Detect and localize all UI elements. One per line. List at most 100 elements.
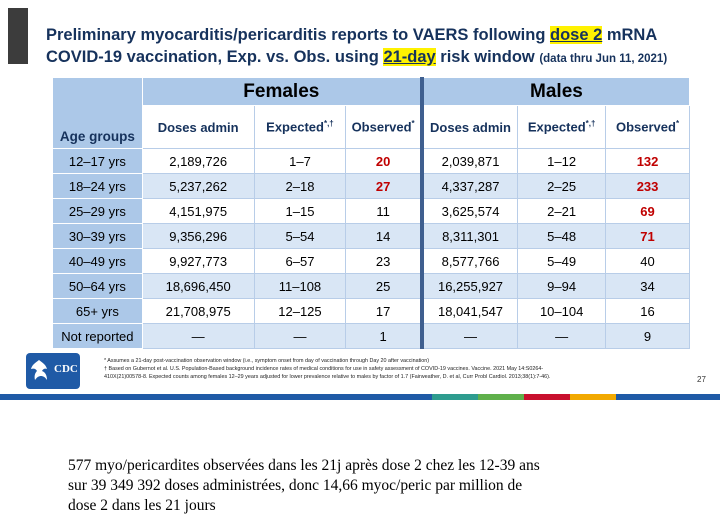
age-cell: 30–39 yrs	[52, 223, 143, 249]
male-doses-cell: 18,041,547	[419, 298, 519, 324]
male-doses-cell: 8,311,301	[419, 223, 519, 249]
male-expected-cell: 9–94	[517, 273, 607, 299]
male-expected-header: Expected*,†	[517, 105, 607, 149]
caption-line-2: sur 39 349 392 doses administrées, donc …	[68, 477, 523, 494]
male-observed-cell: 71	[605, 223, 690, 249]
female-expected-cell: 5–54	[253, 223, 347, 249]
female-expected-cell: 11–108	[253, 273, 347, 299]
male-doses-cell: 4,337,287	[419, 173, 519, 199]
age-cell: 12–17 yrs	[52, 148, 143, 174]
male-expected-cell: 5–49	[517, 248, 607, 274]
male-expected-cell: 2–21	[517, 198, 607, 224]
female-doses-cell: 9,927,773	[141, 248, 255, 274]
female-observed-cell: 14	[345, 223, 423, 249]
male-expected-cell: —	[517, 323, 607, 349]
female-expected-header: Expected*,†	[253, 105, 347, 149]
male-observed-cell: 69	[605, 198, 690, 224]
female-doses-cell: 9,356,296	[141, 223, 255, 249]
male-expected-cell: 5–48	[517, 223, 607, 249]
title-data-note: (data thru Jun 11, 2021)	[539, 53, 668, 65]
age-groups-header: Age groups	[52, 77, 143, 149]
footnote-1: * Assumes a 21-day post-vaccination obse…	[104, 358, 430, 364]
female-observed-cell: 25	[345, 273, 423, 299]
stripe-blue-end	[616, 394, 720, 400]
male-observed-header: Observed*	[605, 105, 690, 149]
age-cell: 25–29 yrs	[52, 198, 143, 224]
footnote-2a: † Based on Gubernot et al. U.S. Populati…	[104, 366, 544, 372]
footnote-2b: 410X(21)00578-8. Expected counts among f…	[104, 374, 551, 380]
eagle-icon	[31, 360, 47, 380]
female-expected-cell: 6–57	[253, 248, 347, 274]
age-cell: 40–49 yrs	[52, 248, 143, 274]
page-number: 27	[697, 375, 706, 384]
stripe-teal	[432, 394, 478, 400]
title-window-highlight: 21-day	[383, 48, 436, 66]
slide-side-bar	[8, 8, 28, 64]
female-expected-cell: —	[253, 323, 347, 349]
male-doses-header: Doses admin	[419, 105, 519, 149]
age-cell: 65+ yrs	[52, 298, 143, 324]
slide: Preliminary myocarditis/pericarditis rep…	[0, 8, 720, 400]
female-doses-cell: 21,708,975	[141, 298, 255, 324]
male-observed-cell: 40	[605, 248, 690, 274]
title-part1: Preliminary myocarditis/pericarditis rep…	[46, 26, 550, 44]
stripe-green	[478, 394, 524, 400]
stripe-blue	[0, 394, 432, 400]
male-observed-cell: 233	[605, 173, 690, 199]
age-cell: 50–64 yrs	[52, 273, 143, 299]
female-observed-cell: 20	[345, 148, 423, 174]
female-observed-cell: 27	[345, 173, 423, 199]
female-expected-cell: 12–125	[253, 298, 347, 324]
male-observed-cell: 132	[605, 148, 690, 174]
caption-line-3: dose 2 dans les 21 jours	[68, 497, 216, 514]
stripe-red	[524, 394, 570, 400]
caption: 577 myo/pericardites observées dans les …	[68, 456, 668, 516]
female-observed-header: Observed*	[345, 105, 423, 149]
table-row: 25–29 yrs 4,151,975 1–15 11 3,625,574 2–21 69	[52, 198, 690, 224]
title-part3: risk window	[435, 48, 540, 66]
age-cell: Not reported	[52, 323, 143, 349]
male-expected-cell: 1–12	[517, 148, 607, 174]
female-doses-cell: 2,189,726	[141, 148, 255, 174]
male-expected-cell: 2–25	[517, 173, 607, 199]
female-doses-cell: 18,696,450	[141, 273, 255, 299]
caption-line-1: 577 myo/pericardites observées dans les …	[68, 457, 540, 474]
male-doses-cell: —	[419, 323, 519, 349]
stripe-orange	[570, 394, 616, 400]
vaers-table: Age groups Females Males Doses admin Exp…	[52, 77, 690, 349]
female-doses-header: Doses admin	[141, 105, 255, 149]
age-cell: 18–24 yrs	[52, 173, 143, 199]
logo-text: CDC	[54, 363, 78, 375]
table-row: 65+ yrs 21,708,975 12–125 17 18,041,547 10–10…	[52, 298, 690, 324]
male-doses-cell: 16,255,927	[419, 273, 519, 299]
male-observed-cell: 16	[605, 298, 690, 324]
table-row: Not reported — —1— —9	[52, 323, 690, 349]
female-observed-cell: 1	[345, 323, 423, 349]
male-observed-cell: 9	[605, 323, 690, 349]
female-observed-cell: 17	[345, 298, 423, 324]
title-part2: mRNA COVID-19 vaccination, Exp. vs. Obs.…	[46, 26, 657, 66]
male-doses-cell: 2,039,871	[419, 148, 519, 174]
female-observed-cell: 23	[345, 248, 423, 274]
table-row: 18–24 yrs 5,237,262 2–18 27 4,337,287 2–25 233	[52, 173, 690, 199]
slide-title: Preliminary myocarditis/pericarditis rep…	[46, 24, 706, 70]
males-header: Males	[419, 77, 690, 106]
table-row: 12–17 yrs 2,189,726 1–7 20 2,039,871 1–12 132	[52, 148, 690, 174]
female-doses-cell: 4,151,975	[141, 198, 255, 224]
female-doses-cell: 5,237,262	[141, 173, 255, 199]
table-row: 50–64 yrs 18,696,450 11–108 25 16,255,927 9–9…	[52, 273, 690, 299]
table-row: 40–49 yrs 9,927,773 6–57 23 8,577,766 5–49 40	[52, 248, 690, 274]
footnotes: * Assumes a 21-day post-vaccination obse…	[104, 357, 694, 381]
cdc-logo: CDC	[26, 353, 80, 389]
male-observed-cell: 34	[605, 273, 690, 299]
male-doses-cell: 8,577,766	[419, 248, 519, 274]
female-observed-cell: 11	[345, 198, 423, 224]
female-expected-cell: 2–18	[253, 173, 347, 199]
female-expected-cell: 1–7	[253, 148, 347, 174]
male-doses-cell: 3,625,574	[419, 198, 519, 224]
table-row: 30–39 yrs 9,356,296 5–54 14 8,311,301 5–48 71	[52, 223, 690, 249]
females-header: Females	[141, 77, 423, 106]
female-doses-cell: —	[141, 323, 255, 349]
male-expected-cell: 10–104	[517, 298, 607, 324]
female-expected-cell: 1–15	[253, 198, 347, 224]
